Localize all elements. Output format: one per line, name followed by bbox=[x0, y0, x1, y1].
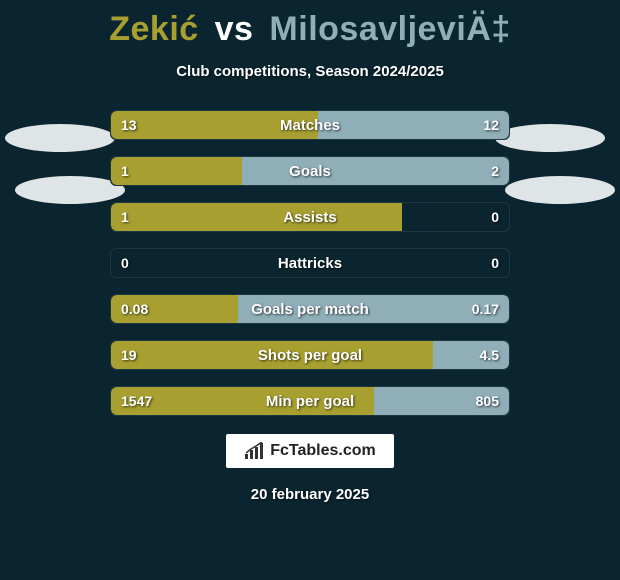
team-badge-placeholder bbox=[15, 176, 125, 204]
subtitle: Club competitions, Season 2024/2025 bbox=[0, 63, 620, 80]
stat-label: Assists bbox=[111, 203, 509, 231]
stat-label: Hattricks bbox=[111, 249, 509, 277]
stat-row: 0.080.17Goals per match bbox=[110, 294, 510, 324]
stat-label: Shots per goal bbox=[111, 341, 509, 369]
stat-row: 12Goals bbox=[110, 156, 510, 186]
stat-row: 1547805Min per goal bbox=[110, 386, 510, 416]
team-badge-placeholder bbox=[5, 124, 115, 152]
stats-bars: 1312Matches 12Goals 10Assists 00Hattricks 0.… bbox=[110, 110, 510, 416]
brand-text: FcTables.com bbox=[270, 442, 376, 460]
stat-label: Goals bbox=[111, 157, 509, 185]
stat-row: 10Assists bbox=[110, 202, 510, 232]
chart-icon bbox=[244, 442, 264, 460]
stat-row: 194.5Shots per goal bbox=[110, 340, 510, 370]
stat-label: Goals per match bbox=[111, 295, 509, 323]
date-label: 20 february 2025 bbox=[0, 486, 620, 503]
brand-badge: FcTables.com bbox=[226, 434, 394, 468]
player2-name: MilosavljeviÄ‡ bbox=[269, 10, 510, 48]
team-badge-placeholder bbox=[495, 124, 605, 152]
player1-name: Zekić bbox=[109, 10, 198, 48]
team-badge-placeholder bbox=[505, 176, 615, 204]
footer: FcTables.com bbox=[0, 434, 620, 468]
vs-label: vs bbox=[215, 10, 254, 48]
stat-row: 1312Matches bbox=[110, 110, 510, 140]
stat-label: Matches bbox=[111, 111, 509, 139]
comparison-title: Zekić vs MilosavljeviÄ‡ bbox=[0, 0, 620, 49]
stat-row: 00Hattricks bbox=[110, 248, 510, 278]
stat-label: Min per goal bbox=[111, 387, 509, 415]
